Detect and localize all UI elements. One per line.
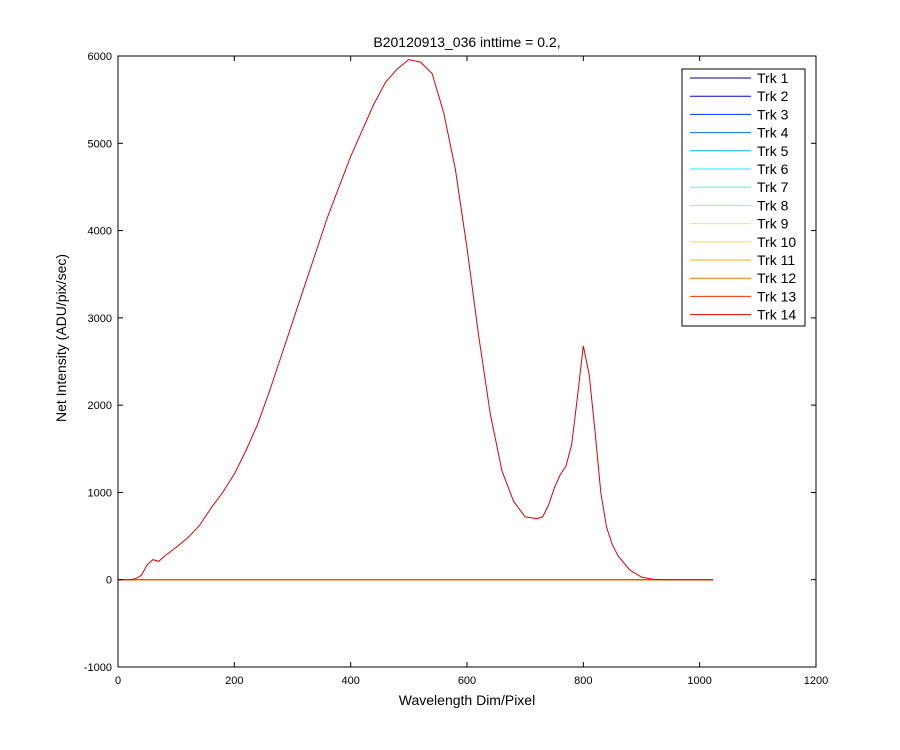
x-axis-label: Wavelength Dim/Pixel	[399, 692, 535, 708]
legend-label-1: Trk 1	[757, 70, 789, 86]
legend-label-2: Trk 2	[757, 88, 789, 104]
y-tick-label: 6000	[88, 51, 112, 63]
x-tick-label: 400	[341, 675, 359, 687]
legend-label-6: Trk 6	[757, 161, 789, 177]
ticks-layer: 0 200 400 600 800 1000 1200-100001000200030004…	[84, 51, 828, 687]
x-tick-label: 0	[115, 675, 121, 687]
y-tick-label: 5000	[88, 138, 112, 150]
legend-label-13: Trk 13	[757, 288, 796, 304]
legend-label-4: Trk 4	[757, 125, 789, 141]
legend-label-14: Trk 14	[757, 307, 796, 323]
legend-label-7: Trk 7	[757, 179, 789, 195]
series-layer	[118, 58, 713, 581]
y-tick-label: 3000	[88, 313, 112, 325]
x-tick-label: 800	[574, 675, 592, 687]
legend-box	[681, 68, 806, 327]
y-tick-label: -1000	[84, 662, 112, 674]
chart-title: B20120913_036 inttime = 0.2,	[373, 34, 560, 50]
x-tick-label: 1200	[804, 675, 828, 687]
series-line-14	[118, 58, 713, 581]
y-tick-label: 0	[106, 575, 112, 587]
x-tick-label: 200	[225, 675, 243, 687]
y-axis-label: Net Intensity (ADU/pix/sec)	[53, 254, 69, 422]
legend-label-12: Trk 12	[757, 270, 796, 286]
y-tick-label: 4000	[88, 226, 112, 238]
legend-label-8: Trk 8	[757, 197, 789, 213]
x-tick-label: 600	[458, 675, 476, 687]
legend-label-9: Trk 9	[757, 216, 789, 232]
legend-label-3: Trk 3	[757, 106, 789, 122]
legend-label-11: Trk 11	[757, 252, 795, 268]
legend: Trk 1 Trk 2 Trk 3 Trk 4 Trk 5 Trk 6 Trk 7 Trk 8…	[681, 68, 806, 327]
y-tick-label: 1000	[88, 487, 112, 499]
legend-label-5: Trk 5	[757, 143, 789, 159]
legend-label-10: Trk 10	[757, 234, 796, 250]
y-tick-label: 2000	[88, 400, 112, 412]
x-tick-label: 1000	[687, 675, 711, 687]
